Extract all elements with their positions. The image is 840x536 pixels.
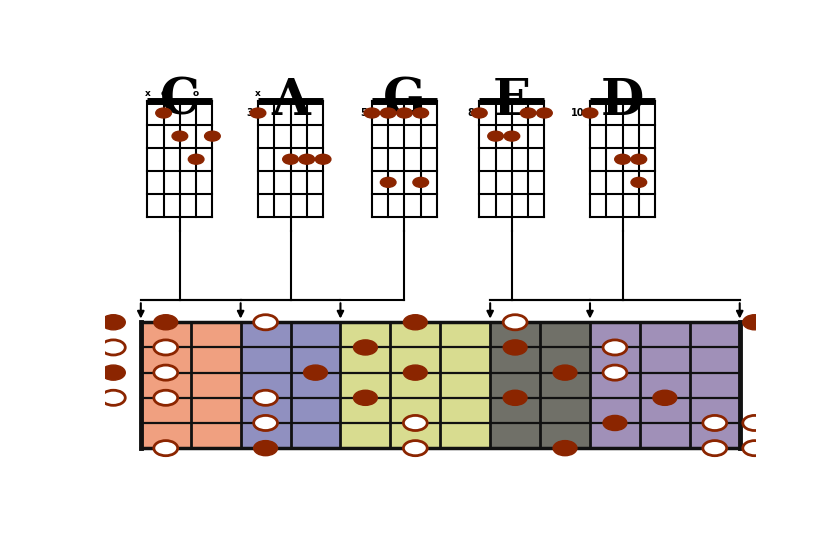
Circle shape — [154, 315, 178, 330]
Circle shape — [603, 340, 627, 355]
Circle shape — [254, 390, 277, 405]
Circle shape — [250, 108, 265, 118]
Text: 10: 10 — [571, 108, 585, 118]
Circle shape — [520, 108, 536, 118]
Circle shape — [354, 340, 377, 355]
Text: C: C — [160, 77, 200, 126]
Circle shape — [653, 390, 677, 405]
Circle shape — [254, 441, 277, 456]
Circle shape — [413, 108, 428, 118]
Circle shape — [553, 365, 577, 380]
Circle shape — [471, 108, 487, 118]
Circle shape — [188, 154, 204, 164]
Circle shape — [154, 441, 178, 456]
Text: E: E — [493, 77, 531, 126]
Text: D: D — [601, 77, 644, 126]
Bar — [240, 322, 340, 448]
Circle shape — [703, 441, 727, 456]
Circle shape — [488, 131, 503, 141]
Circle shape — [364, 108, 380, 118]
Circle shape — [403, 415, 428, 430]
Circle shape — [381, 177, 396, 187]
Circle shape — [299, 154, 315, 164]
Text: 3: 3 — [246, 108, 253, 118]
Circle shape — [254, 415, 277, 430]
Circle shape — [603, 365, 627, 380]
Circle shape — [537, 108, 552, 118]
Circle shape — [354, 390, 377, 405]
Circle shape — [503, 390, 527, 405]
Circle shape — [205, 131, 220, 141]
Circle shape — [631, 177, 647, 187]
Bar — [590, 322, 740, 448]
Circle shape — [743, 315, 767, 330]
Circle shape — [154, 365, 178, 380]
Circle shape — [403, 441, 428, 456]
Bar — [340, 322, 491, 448]
Circle shape — [743, 415, 767, 430]
Circle shape — [102, 390, 125, 405]
Circle shape — [503, 340, 527, 355]
Circle shape — [102, 340, 125, 355]
Circle shape — [315, 154, 331, 164]
Circle shape — [403, 315, 428, 330]
Circle shape — [102, 315, 125, 330]
Circle shape — [615, 154, 630, 164]
Circle shape — [154, 390, 178, 405]
Circle shape — [504, 131, 520, 141]
Circle shape — [303, 365, 328, 380]
Circle shape — [582, 108, 598, 118]
Text: 8: 8 — [467, 108, 474, 118]
Text: o: o — [193, 89, 199, 98]
Circle shape — [503, 315, 527, 330]
Circle shape — [254, 315, 277, 330]
Circle shape — [703, 415, 727, 430]
Text: G: G — [383, 77, 426, 126]
Text: A: A — [271, 77, 310, 126]
Circle shape — [553, 441, 577, 456]
Circle shape — [172, 131, 187, 141]
Circle shape — [283, 154, 298, 164]
Circle shape — [403, 365, 428, 380]
Circle shape — [154, 340, 178, 355]
Circle shape — [155, 108, 171, 118]
Text: o: o — [160, 89, 166, 98]
Circle shape — [396, 108, 412, 118]
Circle shape — [743, 441, 767, 456]
Circle shape — [381, 108, 396, 118]
Text: x: x — [255, 89, 261, 98]
Text: x: x — [144, 89, 150, 98]
Bar — [141, 322, 240, 448]
Bar — [491, 322, 590, 448]
Circle shape — [703, 441, 727, 456]
Circle shape — [102, 365, 125, 380]
Circle shape — [743, 441, 767, 456]
Circle shape — [631, 154, 647, 164]
Circle shape — [603, 415, 627, 430]
Bar — [141, 322, 740, 448]
Text: 5: 5 — [360, 108, 367, 118]
Circle shape — [413, 177, 428, 187]
